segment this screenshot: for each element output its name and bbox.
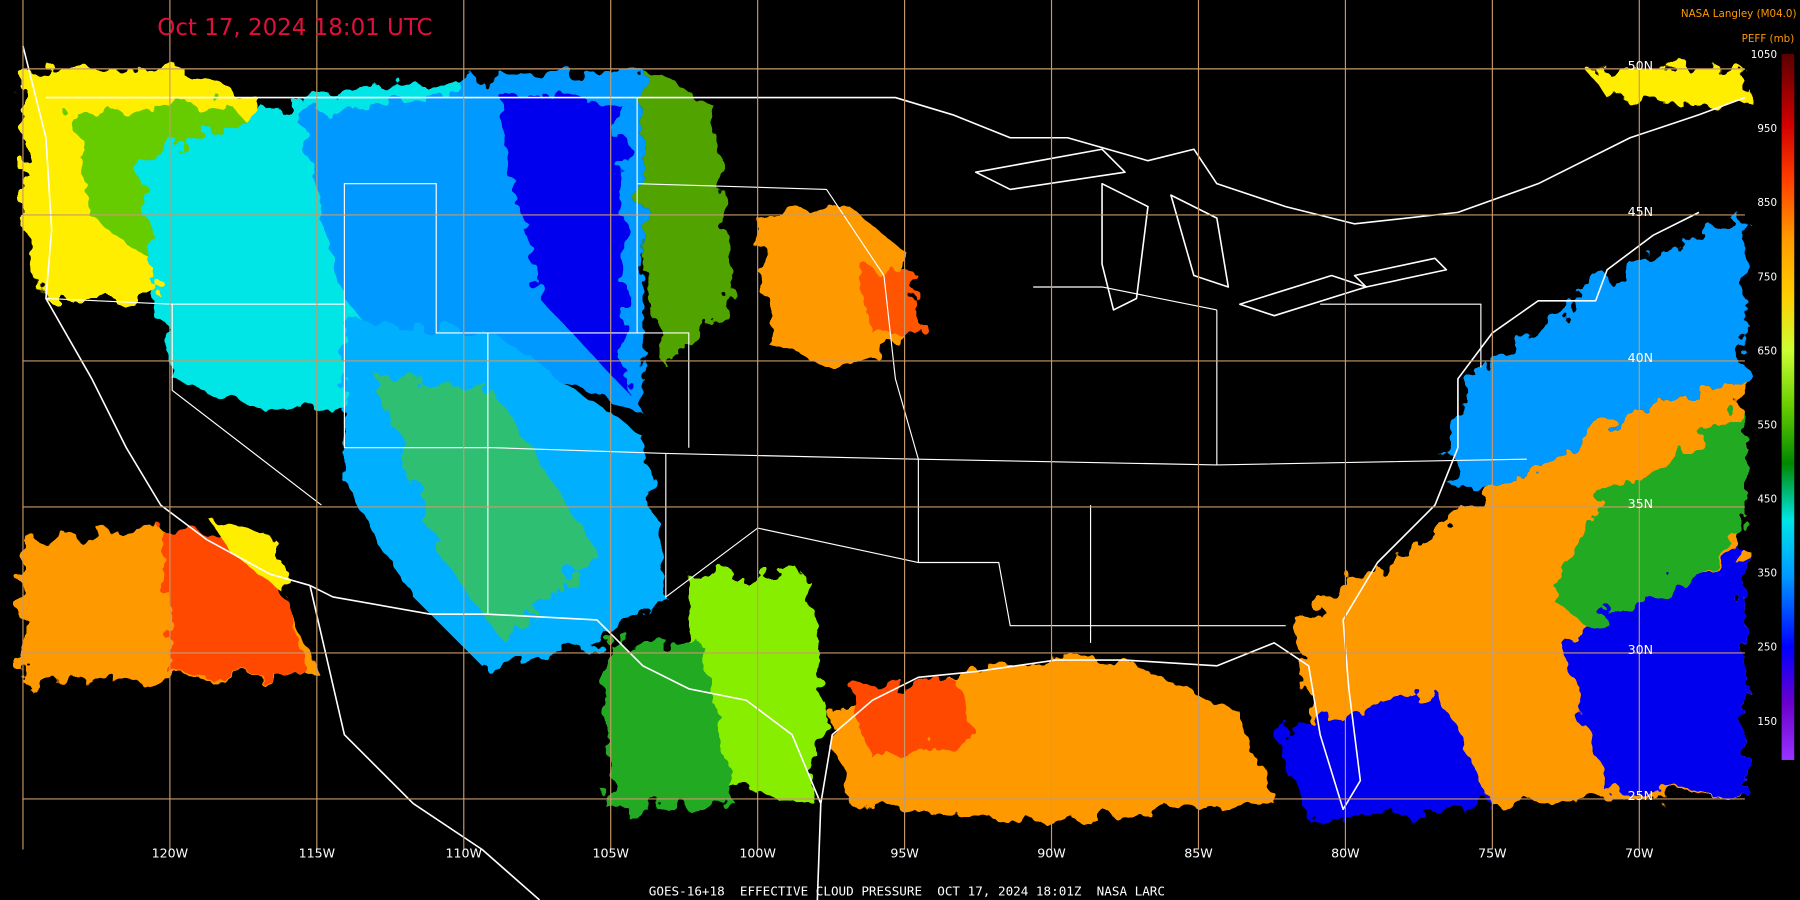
colorbar-label: 150 <box>1757 716 1777 728</box>
longitude-label: 85W <box>1184 846 1213 861</box>
latitude-label: 30N <box>1628 642 1653 657</box>
colorbar-label: 750 <box>1757 271 1777 283</box>
colorbar <box>1781 53 1795 760</box>
coastlines <box>22 45 1746 900</box>
latitude-label: 25N <box>1628 788 1653 803</box>
state-lines <box>45 97 1527 643</box>
longitude-label: 80W <box>1331 846 1360 861</box>
timestamp: Oct 17, 2024 18:01 UTC <box>157 15 432 41</box>
colorbar-title: PEFF (mb) <box>1742 33 1795 45</box>
longitude-label: 100W <box>739 846 776 861</box>
latitude-label: 40N <box>1628 350 1653 365</box>
longitude-label: 115W <box>299 846 336 861</box>
latitude-label: 45N <box>1628 204 1653 219</box>
longitude-label: 90W <box>1037 846 1066 861</box>
longitude-label: 120W <box>152 846 189 861</box>
colorbar-label: 950 <box>1757 123 1777 135</box>
longitude-label: 70W <box>1625 846 1654 861</box>
colorbar-label: 1050 <box>1751 49 1777 61</box>
credit: NASA Langley (M04.0) <box>1681 8 1797 20</box>
colorbar-label: 850 <box>1757 197 1777 209</box>
longitude-label: 110W <box>446 846 483 861</box>
colorbar-label: 250 <box>1757 642 1777 654</box>
footer: GOES-16+18 EFFECTIVE CLOUD PRESSURE OCT … <box>649 883 1165 898</box>
longitude-label: 95W <box>890 846 919 861</box>
longitude-label: 75W <box>1478 846 1507 861</box>
latitude-label: 35N <box>1628 496 1653 511</box>
colorbar-label: 550 <box>1757 419 1777 431</box>
colorbar-label: 350 <box>1757 568 1777 580</box>
longitude-label: 105W <box>592 846 629 861</box>
latitude-label: 50N <box>1628 58 1653 73</box>
graticule <box>22 0 1745 850</box>
colorbar-label: 650 <box>1757 345 1777 357</box>
colorbar-label: 450 <box>1757 494 1777 506</box>
